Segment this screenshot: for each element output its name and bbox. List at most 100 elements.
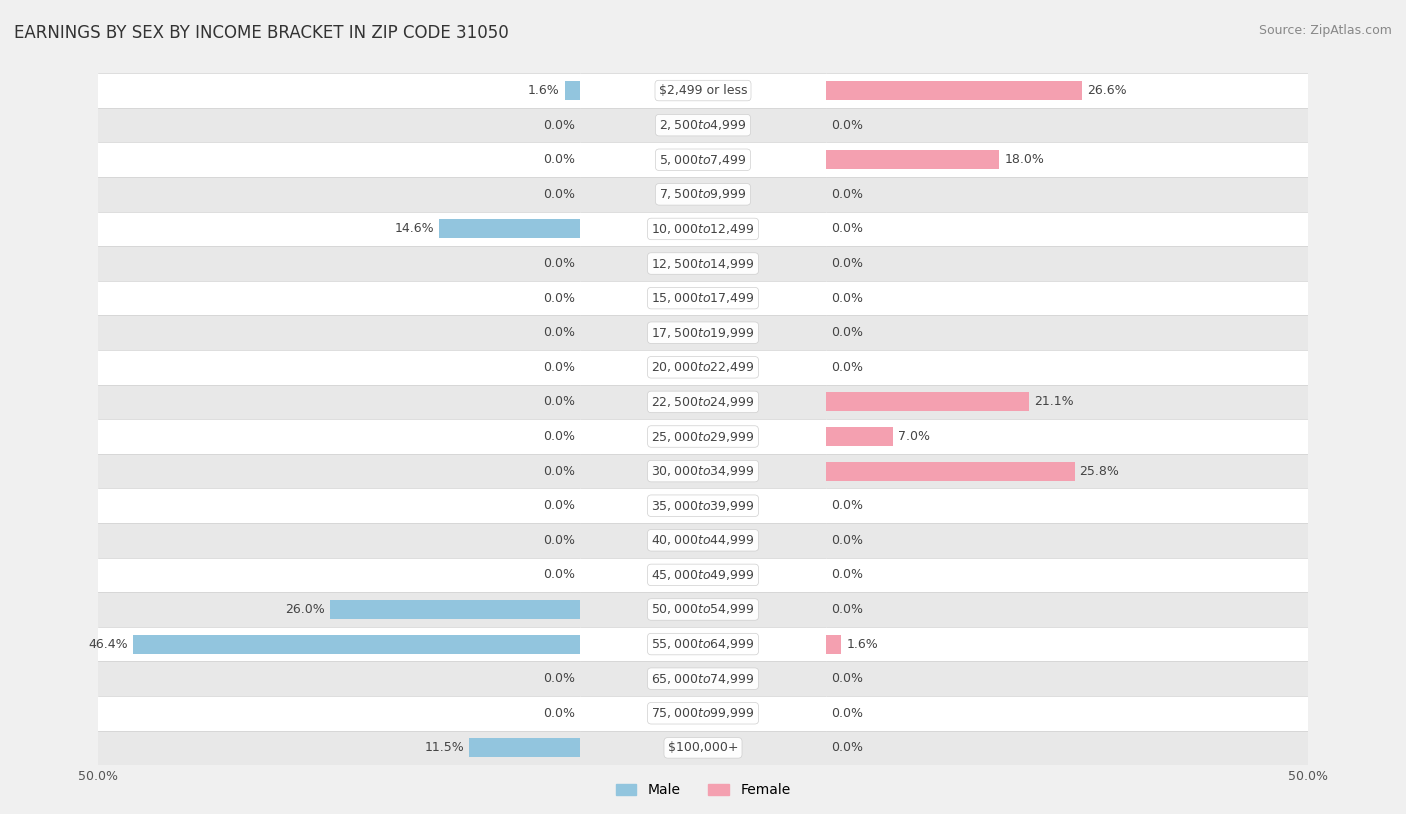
Bar [134,635,579,654]
Bar [825,315,1308,350]
Text: 0.0%: 0.0% [543,568,575,581]
Text: 26.0%: 26.0% [285,603,325,616]
Bar [98,142,579,177]
Bar [825,107,1308,142]
Text: 0.0%: 0.0% [831,361,863,374]
Text: $75,000 to $99,999: $75,000 to $99,999 [651,707,755,720]
Text: $50,000 to $54,999: $50,000 to $54,999 [651,602,755,616]
Bar [98,212,579,246]
Bar [565,81,579,100]
Text: 0.0%: 0.0% [831,188,863,201]
Bar [98,107,579,142]
Bar [98,627,579,661]
Bar [98,558,579,592]
Text: 0.0%: 0.0% [831,603,863,616]
Text: 0.0%: 0.0% [543,707,575,720]
Bar [98,350,579,384]
Bar [579,627,825,661]
Bar [825,462,1074,480]
Text: 0.0%: 0.0% [831,672,863,685]
Bar [439,220,579,239]
Text: 0.0%: 0.0% [831,326,863,339]
Bar [98,73,579,107]
Text: 0.0%: 0.0% [543,188,575,201]
Bar [98,246,579,281]
Bar [579,177,825,212]
Text: $55,000 to $64,999: $55,000 to $64,999 [651,637,755,651]
Bar [825,151,1000,169]
Text: 14.6%: 14.6% [395,222,434,235]
Text: 1.6%: 1.6% [846,637,877,650]
Text: $22,500 to $24,999: $22,500 to $24,999 [651,395,755,409]
Text: $35,000 to $39,999: $35,000 to $39,999 [651,499,755,513]
Text: 0.0%: 0.0% [831,742,863,755]
Bar [579,350,825,384]
Bar [579,488,825,523]
Text: $25,000 to $29,999: $25,000 to $29,999 [651,430,755,444]
Bar [825,731,1308,765]
Text: 7.0%: 7.0% [898,430,931,443]
Text: 21.1%: 21.1% [1033,396,1074,409]
Bar [825,419,1308,453]
Text: 0.0%: 0.0% [543,291,575,304]
Bar [579,73,825,107]
Text: $17,500 to $19,999: $17,500 to $19,999 [651,326,755,339]
Text: 0.0%: 0.0% [543,465,575,478]
Text: $45,000 to $49,999: $45,000 to $49,999 [651,568,755,582]
Text: Source: ZipAtlas.com: Source: ZipAtlas.com [1258,24,1392,37]
Text: 0.0%: 0.0% [831,119,863,132]
Text: 0.0%: 0.0% [543,326,575,339]
Bar [579,696,825,731]
Text: $40,000 to $44,999: $40,000 to $44,999 [651,533,755,547]
Text: 0.0%: 0.0% [543,119,575,132]
Bar [579,661,825,696]
Bar [470,738,579,757]
Text: 0.0%: 0.0% [543,672,575,685]
Bar [825,81,1083,100]
Text: 0.0%: 0.0% [543,153,575,166]
Text: 1.6%: 1.6% [529,84,560,97]
Bar [579,281,825,315]
Bar [579,453,825,488]
Legend: Male, Female: Male, Female [610,778,796,803]
Text: $7,500 to $9,999: $7,500 to $9,999 [659,187,747,201]
Text: 0.0%: 0.0% [831,499,863,512]
Text: $5,000 to $7,499: $5,000 to $7,499 [659,153,747,167]
Text: 18.0%: 18.0% [1004,153,1045,166]
Bar [825,384,1308,419]
Bar [579,315,825,350]
Text: $65,000 to $74,999: $65,000 to $74,999 [651,672,755,685]
Bar [825,142,1308,177]
Text: $12,500 to $14,999: $12,500 to $14,999 [651,256,755,270]
Text: 0.0%: 0.0% [543,396,575,409]
Bar [825,246,1308,281]
Text: 0.0%: 0.0% [831,257,863,270]
Bar [825,558,1308,592]
Bar [98,488,579,523]
Bar [579,142,825,177]
Text: $10,000 to $12,499: $10,000 to $12,499 [651,222,755,236]
Bar [98,593,579,627]
Bar [825,281,1308,315]
Bar [98,177,579,212]
Bar [98,281,579,315]
Bar [825,453,1308,488]
Bar [825,177,1308,212]
Text: 26.6%: 26.6% [1087,84,1126,97]
Text: 46.4%: 46.4% [89,637,128,650]
Bar [329,600,579,619]
Bar [825,696,1308,731]
Bar [825,635,841,654]
Text: $2,500 to $4,999: $2,500 to $4,999 [659,118,747,132]
Text: $30,000 to $34,999: $30,000 to $34,999 [651,464,755,478]
Text: 11.5%: 11.5% [425,742,464,755]
Bar [825,73,1308,107]
Text: 0.0%: 0.0% [543,430,575,443]
Text: 0.0%: 0.0% [831,568,863,581]
Text: 0.0%: 0.0% [831,534,863,547]
Bar [98,731,579,765]
Text: $20,000 to $22,499: $20,000 to $22,499 [651,361,755,374]
Bar [579,107,825,142]
Bar [98,523,579,558]
Bar [98,661,579,696]
